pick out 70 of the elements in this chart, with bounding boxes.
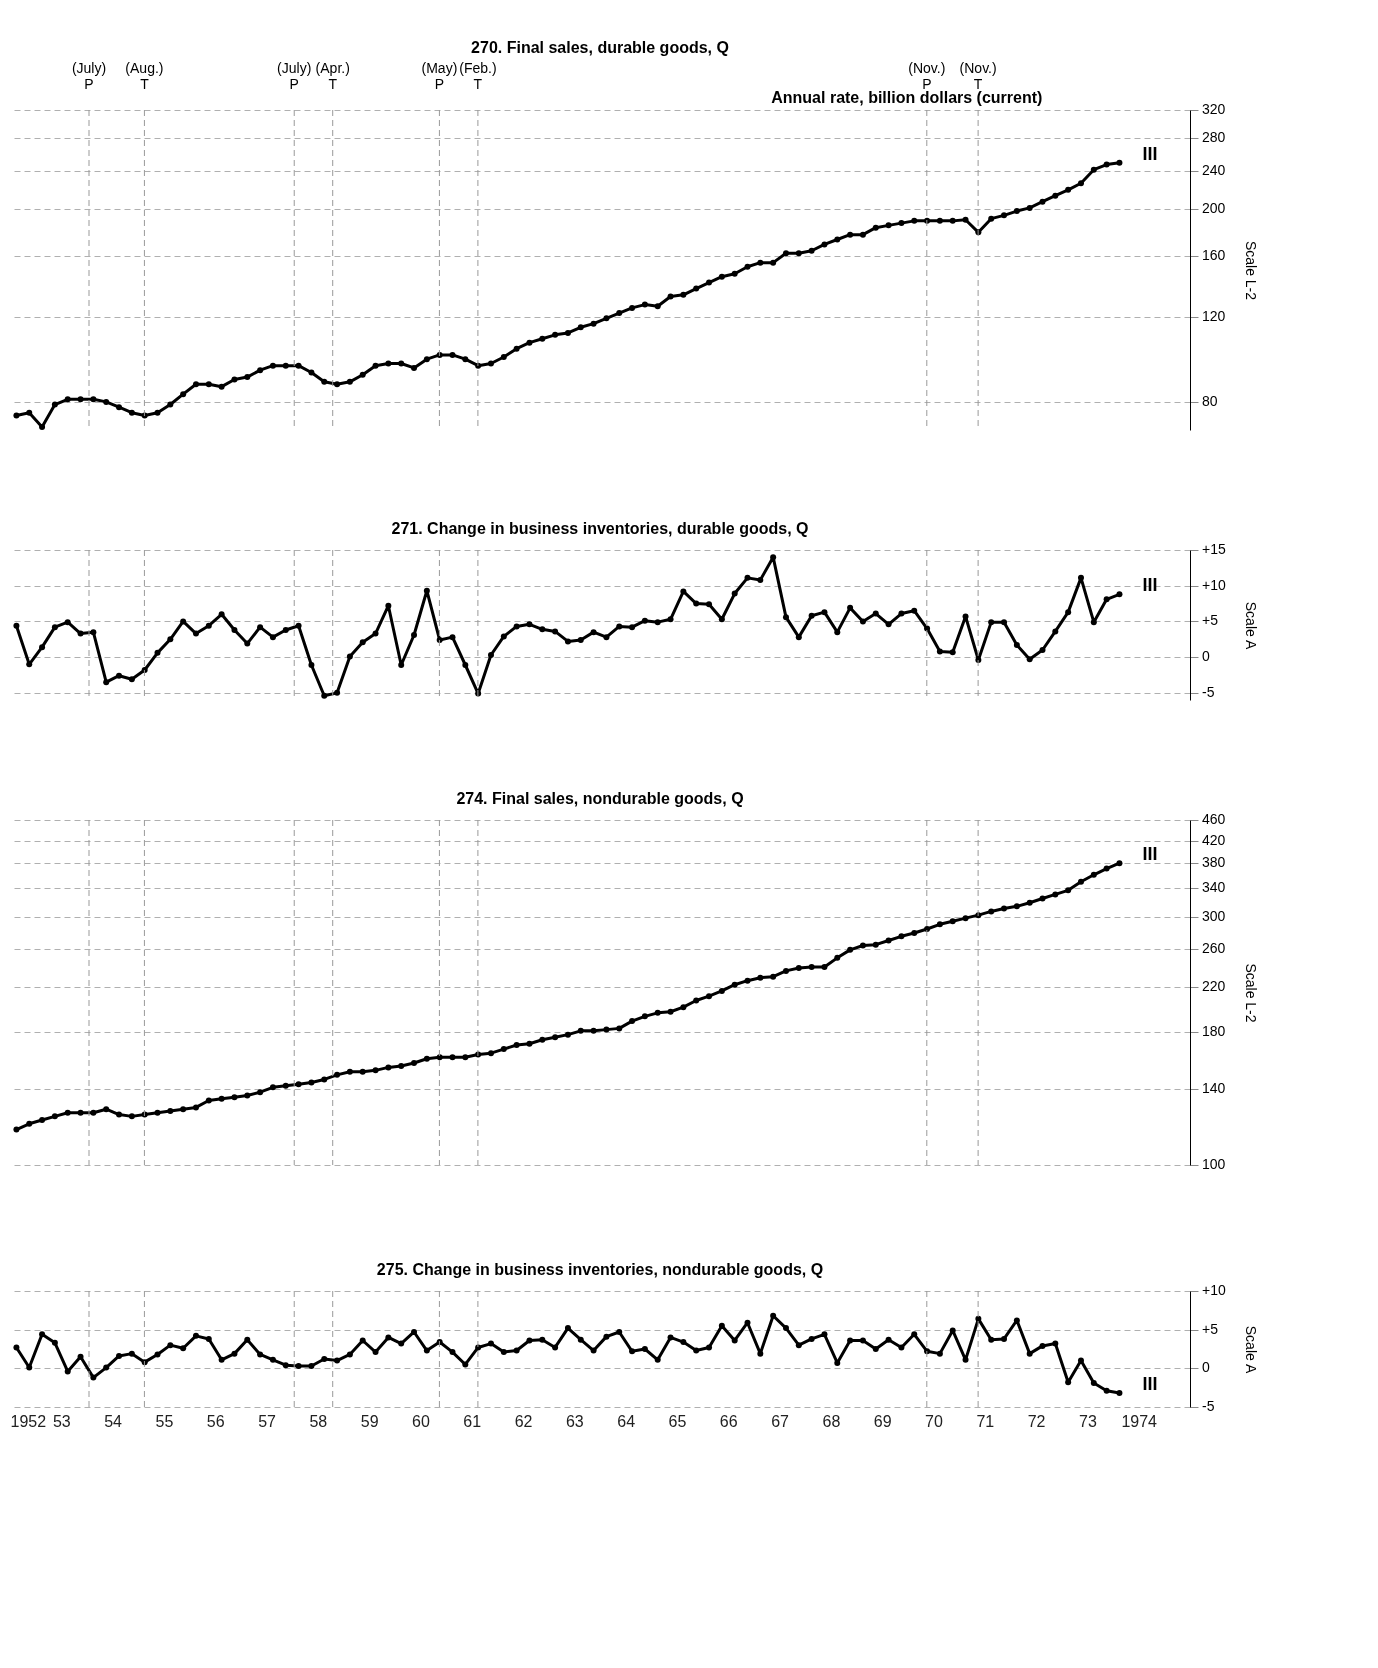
x-tick-label: 57 <box>258 1412 277 1430</box>
x-tick-label: 70 <box>925 1412 943 1430</box>
ref-line-label: (Apr.) T <box>315 60 350 92</box>
y-tick-label: 0 <box>1202 1359 1210 1376</box>
x-tick-label: 56 <box>206 1412 225 1430</box>
chart-title: 271. Change in business inventories, durable goods, Q <box>391 520 809 537</box>
y-tick-label: 340 <box>1202 879 1226 896</box>
y-tick-label: 0 <box>1202 648 1210 665</box>
y-tick-label: +5 <box>1202 1320 1219 1337</box>
x-tick-label: 72 <box>1027 1412 1046 1430</box>
y-axis-title: Scale L-2 <box>1243 963 1259 1023</box>
y-tick-label: 460 <box>1202 811 1226 827</box>
x-tick-label: 67 <box>771 1412 790 1430</box>
x-tick-label: 1974 <box>1121 1412 1158 1430</box>
x-tick-label: 73 <box>1078 1412 1097 1430</box>
x-tick-label: 63 <box>565 1412 584 1430</box>
annotation: III <box>1142 143 1158 164</box>
x-tick-label: 71 <box>976 1412 995 1430</box>
ref-line-label: (Feb.) T <box>459 60 497 92</box>
ref-line-label: (May) P <box>421 60 458 92</box>
x-tick-label: 59 <box>360 1412 379 1430</box>
chart-title: 275. Change in business inventories, nondurable goods, Q <box>376 1261 824 1278</box>
x-tick-label: 1952 <box>10 1412 47 1430</box>
y-tick-label: 320 <box>1202 101 1226 117</box>
y-tick-label: 240 <box>1202 161 1226 178</box>
y-tick-label: 180 <box>1202 1023 1226 1040</box>
y-tick-label: 100 <box>1202 1156 1226 1172</box>
x-tick-label: 61 <box>463 1412 482 1430</box>
y-tick-label: +15 <box>1202 541 1226 557</box>
x-tick-label: 68 <box>822 1412 841 1430</box>
x-tick-label: 65 <box>668 1412 687 1430</box>
ref-line-label: (Aug.) T <box>125 60 164 92</box>
y-tick-label: +10 <box>1202 576 1226 593</box>
annotation: III <box>1142 844 1158 865</box>
x-tick-label: 60 <box>412 1412 430 1430</box>
annotation: III <box>1142 1374 1158 1395</box>
annotation: III <box>1142 575 1158 596</box>
y-tick-label: 120 <box>1202 307 1226 324</box>
ref-line-label: (July) P <box>277 60 312 92</box>
y-tick-label: +5 <box>1202 612 1219 629</box>
x-tick-label: 53 <box>52 1412 71 1430</box>
y-axis-title: Scale A <box>1243 1325 1259 1374</box>
y-tick-label: 300 <box>1202 907 1226 924</box>
x-tick-label: 66 <box>719 1412 738 1430</box>
x-tick-label: 58 <box>309 1412 328 1430</box>
y-tick-label: 140 <box>1202 1079 1226 1096</box>
x-tick-label: 54 <box>104 1412 123 1430</box>
y-tick-label: -5 <box>1202 1398 1215 1414</box>
y-tick-label: 260 <box>1202 939 1226 956</box>
x-tick-label: 69 <box>873 1412 892 1430</box>
y-tick-label: 80 <box>1202 392 1218 409</box>
x-tick-label: 55 <box>155 1412 174 1430</box>
text: Annual rate, billion dollars (current) <box>771 89 1043 106</box>
chart-title: 274. Final sales, nondurable goods, Q <box>456 790 744 807</box>
ref-line-label: (July) P <box>71 60 107 92</box>
y-tick-label: 280 <box>1202 129 1226 146</box>
y-axis-title: Scale L-2 <box>1243 240 1259 301</box>
chart-title: 270. Final sales, durable goods, Q <box>471 39 729 56</box>
y-tick-label: 200 <box>1202 199 1226 216</box>
y-tick-label: 220 <box>1202 977 1226 994</box>
ref-line-label: (Nov.) T <box>959 60 997 92</box>
x-tick-label: 64 <box>617 1412 636 1430</box>
y-tick-label: -5 <box>1202 683 1215 700</box>
y-tick-label: +10 <box>1202 1282 1226 1298</box>
x-tick-label: 62 <box>514 1412 533 1430</box>
y-tick-label: 160 <box>1202 246 1226 263</box>
y-axis-title: Scale A <box>1243 601 1259 650</box>
y-tick-label: 420 <box>1202 831 1226 848</box>
y-tick-label: 380 <box>1202 854 1226 871</box>
ref-line-label: (Nov.) P <box>908 60 946 92</box>
